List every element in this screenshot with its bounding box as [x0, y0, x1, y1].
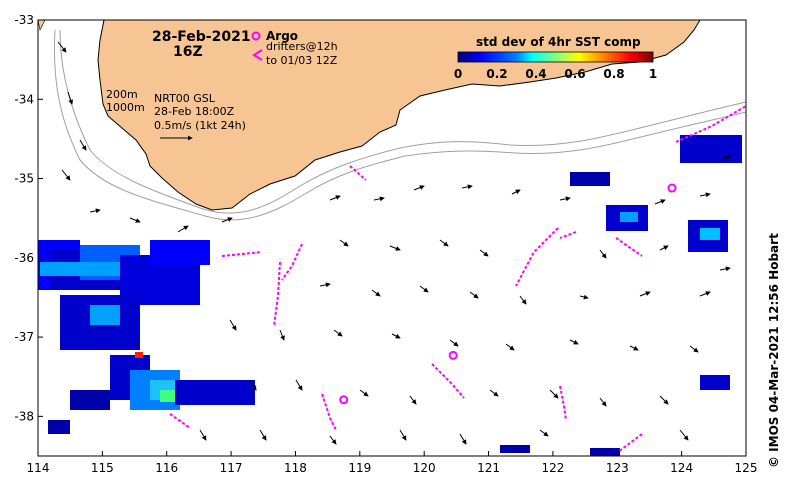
isobath-200m [59, 29, 747, 214]
x-tick-label: 116 [155, 461, 178, 475]
isobath-1000m [53, 29, 747, 221]
colorbar-tick-label: 0.8 [603, 67, 624, 81]
x-axis: 114 115 116 117 118 119 120 121 122 123 124 125 [27, 451, 758, 475]
drifter-legend-symbol [252, 49, 263, 61]
date-label: 28-Feb-2021 [152, 29, 251, 45]
drifter-track [169, 413, 191, 429]
x-tick-label: 125 [735, 461, 758, 475]
drifter-tracks [169, 105, 747, 453]
drifter-legend-line1: drifters@12h [266, 40, 338, 53]
colorbar-tick-label: 0.2 [486, 67, 507, 81]
drifter-track [349, 165, 367, 181]
drifter-track [559, 231, 577, 239]
current-vectors [57, 41, 731, 445]
x-tick-label: 120 [413, 461, 436, 475]
drifter-track [431, 363, 465, 399]
x-tick-label: 117 [220, 461, 243, 475]
product-label: NRT00 GSL [154, 92, 216, 105]
colorbar-ticks: 0 0.2 0.4 0.6 0.8 1 [454, 67, 657, 81]
x-tick-label: 122 [541, 461, 564, 475]
drifter-track [559, 385, 567, 421]
y-tick-label: -36 [14, 251, 34, 265]
product-time-label: 28-Feb 18:00Z [154, 105, 235, 118]
argo-legend-label: Argo [266, 29, 298, 43]
argo-float [448, 350, 458, 360]
drifter-track [617, 433, 643, 453]
colorbar-tick-label: 0 [454, 67, 462, 81]
drifter-track [281, 243, 303, 281]
map-frame [37, 19, 747, 457]
colorbar-title: std dev of 4hr SST comp [476, 35, 641, 49]
argo-float [339, 395, 349, 405]
y-axis: -33 -34 -35 -36 -37 -38 [14, 13, 43, 423]
isobath-200-label: 200m [106, 88, 138, 101]
isobath-1000-label: 1000m [106, 101, 145, 114]
x-tick-label: 115 [91, 461, 114, 475]
sst-stddev-field [38, 135, 742, 456]
drifter-track [273, 261, 281, 327]
scale-label: 0.5m/s (1kt 24h) [154, 119, 246, 132]
colorbar-tick-label: 0.4 [525, 67, 546, 81]
colorbar-tick-label: 0.6 [564, 67, 585, 81]
drifter-track [321, 393, 337, 431]
drifter-legend-line2: to 01/03 12Z [266, 54, 338, 67]
argo-legend-symbol [251, 31, 261, 41]
x-tick-label: 121 [477, 461, 500, 475]
argo-float [667, 183, 677, 193]
x-tick-label: 118 [284, 461, 307, 475]
credit-label: © IMOS 04-Mar-2021 12:56 Hobart [767, 233, 781, 468]
colorbar [457, 51, 654, 63]
x-tick-label: 114 [27, 461, 50, 475]
y-tick-label: -38 [14, 409, 34, 423]
y-tick-label: -35 [14, 172, 34, 186]
x-tick-label: 123 [606, 461, 629, 475]
y-tick-label: -33 [14, 13, 34, 27]
y-tick-label: -37 [14, 330, 34, 344]
colorbar-tick-label: 1 [649, 67, 657, 81]
x-tick-label: 119 [348, 461, 371, 475]
drifter-track [675, 105, 747, 143]
drifter-track [515, 227, 559, 287]
x-tick-label: 124 [670, 461, 693, 475]
drifter-track [221, 251, 263, 257]
argo-floats [339, 183, 677, 405]
time-label: 16Z [173, 44, 203, 60]
drifter-track [615, 237, 643, 257]
y-tick-label: -34 [14, 92, 34, 106]
credit-container: © IMOS 04-Mar-2021 12:56 Hobart [764, 20, 784, 480]
land-mass [97, 19, 701, 211]
